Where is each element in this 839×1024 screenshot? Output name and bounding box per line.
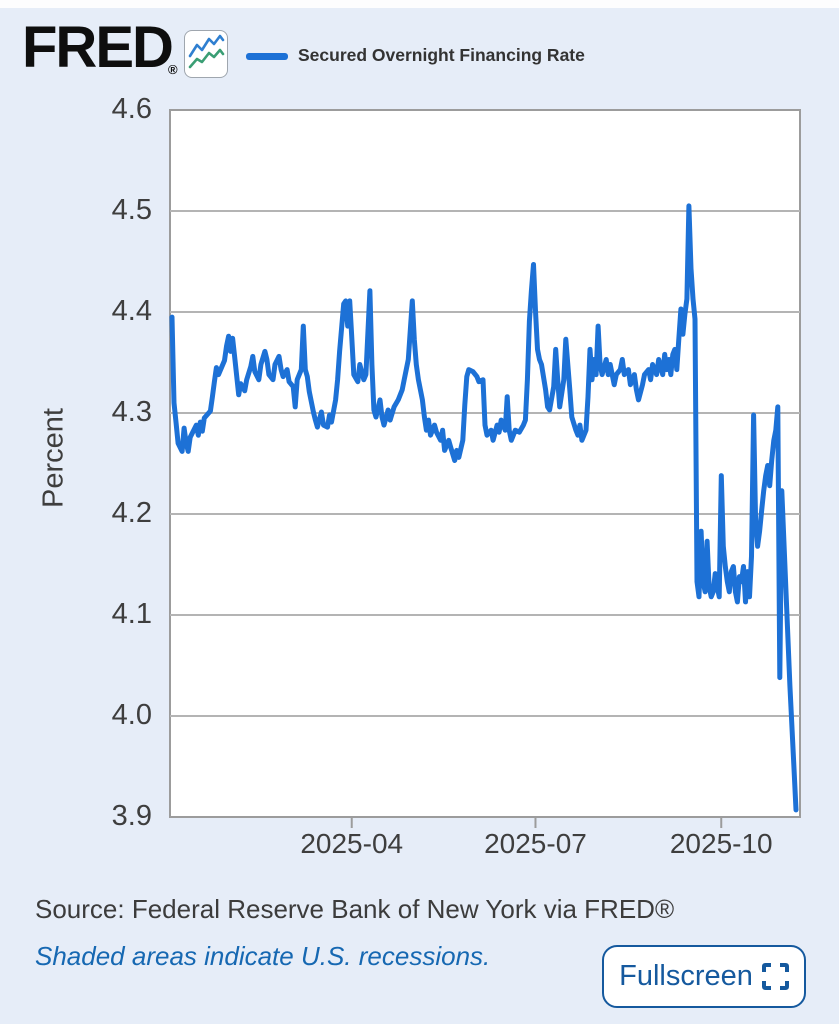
y-tick-label: 4.0 [111, 699, 152, 731]
recession-note-link[interactable]: Shaded areas indicate U.S. recessions. [35, 941, 491, 971]
x-tick-label: 2025-04 [300, 828, 404, 859]
fred-logo: FRED [22, 15, 174, 80]
fullscreen-button[interactable]: Fullscreen [602, 945, 806, 1008]
registered-trademark: ® [168, 62, 178, 77]
plot-area [169, 109, 801, 818]
sparkline-icon [188, 34, 225, 69]
x-tick-label: 2025-07 [484, 828, 587, 859]
y-tick-label: 4.3 [111, 396, 152, 428]
fullscreen-icon [761, 963, 789, 990]
y-tick-label: 3.9 [111, 800, 152, 832]
fred-chart-icon [184, 30, 228, 78]
top-strip [0, 0, 839, 8]
x-tick-label: 2025-10 [669, 828, 773, 859]
y-tick-label: 4.4 [111, 295, 152, 327]
legend-series-label: Secured Overnight Financing Rate [298, 45, 585, 65]
y-tick-label: 4.6 [111, 93, 152, 125]
y-tick-label: 4.2 [111, 497, 152, 529]
sofr-line [169, 203, 799, 813]
y-tick-label: 4.1 [111, 598, 152, 630]
y-tick-label: 4.5 [111, 194, 152, 226]
source-attribution: Source: Federal Reserve Bank of New York… [35, 894, 675, 924]
fullscreen-button-label: Fullscreen [619, 960, 753, 992]
legend-line-swatch [246, 53, 288, 60]
